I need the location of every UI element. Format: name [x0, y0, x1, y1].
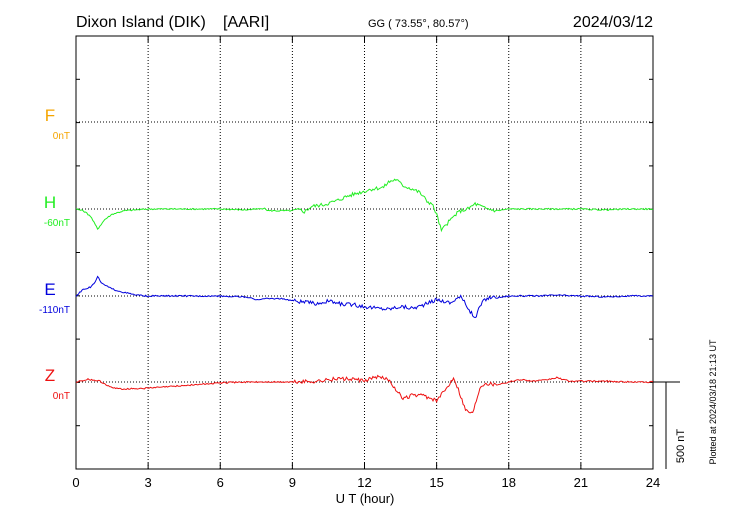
channel-h-baseline: -60nT: [44, 218, 70, 229]
source-label: [AARI]: [223, 14, 269, 31]
grid: [76, 36, 653, 469]
trace-z: [75, 374, 654, 414]
traces: [75, 178, 654, 414]
x-tick-label: 15: [429, 475, 443, 490]
x-tick-label: 21: [574, 475, 588, 490]
x-tick-label: 6: [217, 475, 224, 490]
x-tick-label: 12: [357, 475, 371, 490]
x-axis-label: U T (hour): [336, 491, 395, 506]
channel-f-label: F: [45, 106, 55, 125]
scale-label: 500 nT: [675, 429, 687, 464]
date-label: 2024/03/12: [573, 14, 653, 31]
channel-z-baseline: 0nT: [53, 391, 70, 402]
trace-e: [75, 275, 654, 319]
channel-f-baseline: 0nT: [53, 131, 70, 142]
trace-h: [75, 178, 654, 233]
x-tick-label: 24: [646, 475, 660, 490]
x-tick-label: 18: [502, 475, 516, 490]
x-tick-label: 0: [72, 475, 79, 490]
coordinates-label: GG ( 73.55°, 80.57°): [368, 18, 469, 30]
channel-z-label: Z: [45, 366, 55, 385]
x-tick-label: 3: [145, 475, 152, 490]
x-tick-label: 9: [289, 475, 296, 490]
channel-e-baseline: -110nT: [39, 305, 70, 316]
channel-h-label: H: [44, 193, 56, 212]
plotted-note: Plotted at 2024/03/18 21:13 UT: [708, 339, 718, 465]
channel-labels: F 0nT H -60nT E -110nT Z 0nT: [39, 106, 70, 402]
station-title: Dixon Island (DIK): [76, 14, 206, 31]
x-axis: 0 3 6 9 12 15 18 21 24: [72, 35, 660, 490]
channel-e-label: E: [44, 280, 55, 299]
